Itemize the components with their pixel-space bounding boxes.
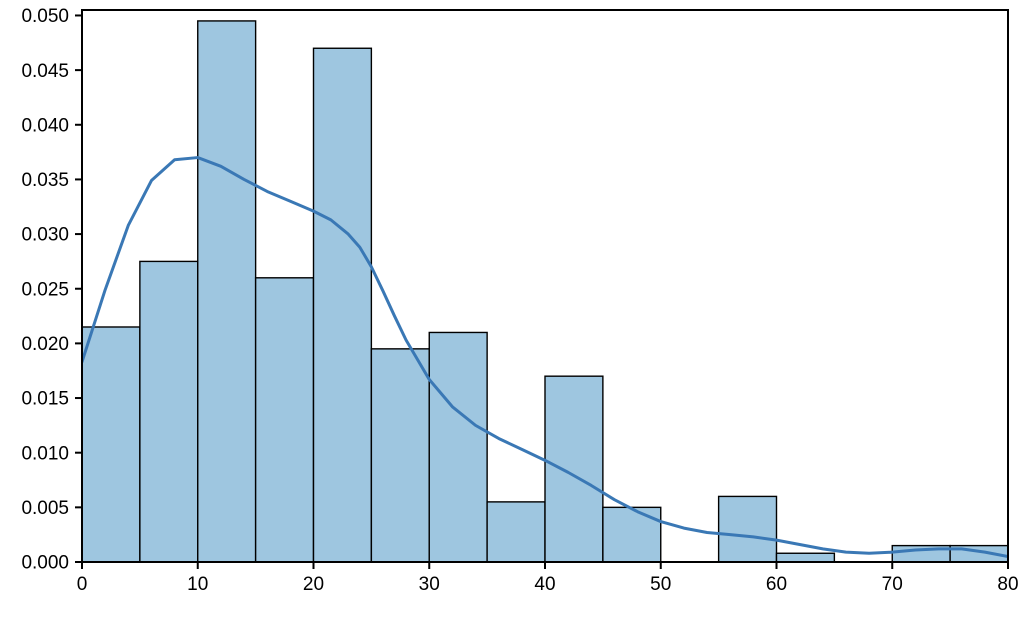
y-tick-label: 0.050 <box>21 6 69 27</box>
y-tick-label: 0.030 <box>21 225 69 246</box>
x-tick-label: 70 <box>882 574 903 595</box>
histogram-bar <box>719 496 777 562</box>
y-axis-ticks: 0.000 0.005 0.010 0.015 0.020 0.025 0.030 0.035… <box>21 6 82 574</box>
histogram-bar <box>371 349 429 562</box>
y-tick-label: 0.045 <box>21 61 69 82</box>
histogram-bar <box>487 502 545 562</box>
y-tick-label: 0.035 <box>21 170 69 191</box>
plot-area <box>82 21 1008 562</box>
histogram-bar <box>777 553 835 562</box>
histogram-bars <box>82 21 1008 562</box>
histogram-bar <box>314 48 372 562</box>
histogram-bar <box>545 376 603 562</box>
y-tick-label: 0.005 <box>21 498 69 519</box>
x-axis-ticks: 0 10 20 30 40 50 60 70 80 <box>77 562 1019 595</box>
histogram-bar <box>429 332 487 562</box>
x-tick-label: 20 <box>303 574 324 595</box>
y-tick-label: 0.020 <box>21 334 69 355</box>
y-tick-label: 0.025 <box>21 279 69 300</box>
histogram-bar <box>140 261 198 562</box>
y-tick-label: 0.015 <box>21 389 69 410</box>
histogram-bar <box>256 278 314 562</box>
x-tick-label: 60 <box>766 574 787 595</box>
x-tick-label: 10 <box>187 574 208 595</box>
histogram-bar <box>603 507 661 562</box>
y-tick-label: 0.040 <box>21 115 69 136</box>
x-tick-label: 0 <box>77 574 88 595</box>
y-tick-label: 0.000 <box>21 553 69 574</box>
x-tick-label: 30 <box>419 574 440 595</box>
x-tick-label: 80 <box>997 574 1018 595</box>
y-tick-label: 0.010 <box>21 443 69 464</box>
x-tick-label: 50 <box>650 574 671 595</box>
histogram-bar <box>82 327 140 562</box>
histogram-chart: 010203040506070800.0000.0050.0100.0150.0… <box>0 0 1024 634</box>
x-tick-label: 40 <box>534 574 555 595</box>
histogram-bar <box>198 21 256 562</box>
